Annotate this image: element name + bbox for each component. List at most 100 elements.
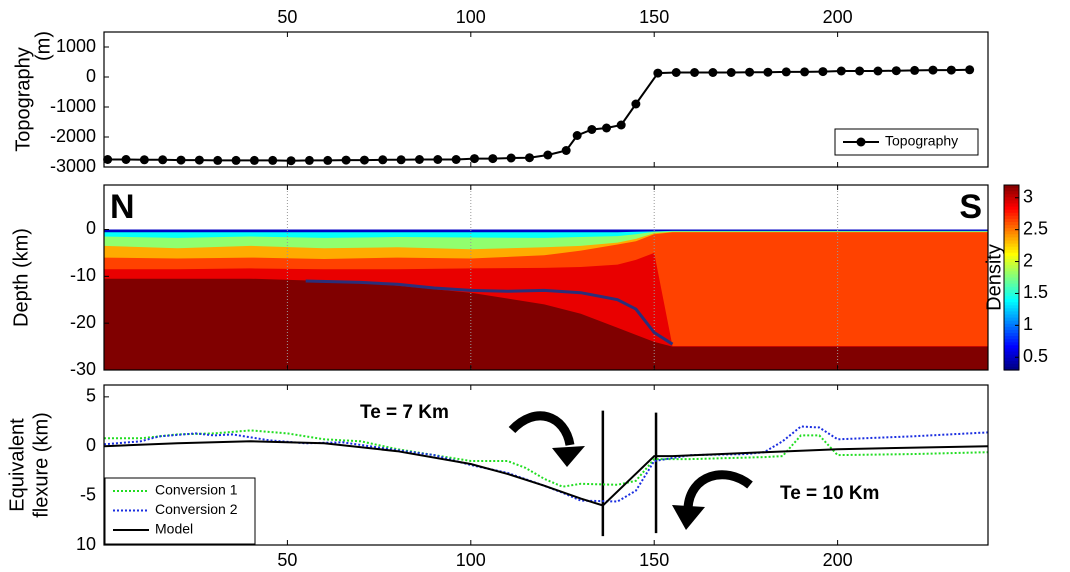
- colorbar-step: [1004, 268, 1019, 272]
- data-point: [176, 155, 186, 165]
- colorbar-step: [1004, 259, 1019, 263]
- colorbar-step: [1004, 255, 1019, 260]
- y-axis-label: (m): [32, 31, 54, 61]
- data-point: [561, 146, 571, 155]
- colorbar-step: [1004, 203, 1019, 208]
- arrow: [508, 411, 575, 447]
- colorbar-tick-label: 2.5: [1023, 218, 1048, 238]
- y-tick-label: -30: [70, 359, 96, 379]
- data-point: [891, 66, 901, 76]
- colorbar-step: [1004, 252, 1019, 257]
- colorbar-step: [1004, 345, 1019, 349]
- colorbar-step: [1004, 323, 1019, 328]
- colorbar-step: [1004, 274, 1019, 279]
- colorbar-frame: [1003, 184, 1020, 371]
- data-point: [396, 155, 406, 165]
- data-point: [488, 154, 498, 164]
- data-point: [433, 155, 443, 164]
- colorbar-step: [1004, 302, 1019, 306]
- data-point: [286, 156, 296, 166]
- colorbar-step: [1004, 218, 1019, 223]
- data-point: [965, 65, 975, 75]
- data-point: [249, 155, 259, 165]
- corner-label: S: [959, 188, 982, 226]
- colorbar-step: [1004, 326, 1019, 331]
- colorbar-step: [1004, 262, 1019, 266]
- colorbar-step: [1004, 339, 1019, 343]
- x-tick-label: 200: [823, 7, 853, 27]
- colorbar-step: [1004, 215, 1019, 220]
- colorbar-step: [1004, 194, 1019, 198]
- legend-label: Topography: [885, 133, 958, 149]
- y-tick-label: 5: [86, 386, 96, 406]
- colorbar-label: Density: [983, 244, 1005, 311]
- colorbar-step: [1004, 333, 1019, 337]
- arrow-head: [552, 446, 585, 467]
- colorbar-step: [1004, 237, 1019, 242]
- data-point: [818, 67, 828, 77]
- colorbar-step: [1004, 314, 1019, 319]
- plot-frame: [103, 184, 989, 371]
- y-axis-label: Topography: [12, 47, 34, 152]
- y-tick-label: 1000: [56, 36, 96, 56]
- colorbar-step: [1004, 206, 1019, 211]
- colorbar-step: [1004, 360, 1019, 365]
- data-point: [800, 67, 810, 77]
- data-point: [323, 155, 333, 165]
- y-axis-label: flexure (km): [30, 412, 52, 518]
- colorbar-step: [1004, 222, 1019, 226]
- colorbar-tick-label: 1: [1023, 314, 1033, 334]
- colorbar-step: [1004, 191, 1019, 195]
- series-line: [104, 429, 989, 488]
- colorbar-step: [1004, 329, 1019, 334]
- colorbar-step: [1004, 228, 1019, 232]
- colorbar-step: [1004, 212, 1019, 217]
- data-point: [781, 67, 791, 77]
- colorbar-step: [1004, 363, 1019, 368]
- annotation: Te = 7 Km: [360, 402, 449, 423]
- colorbar-step: [1004, 231, 1019, 235]
- x-tick-label: 200: [823, 550, 853, 570]
- x-tick-label: 100: [456, 7, 486, 27]
- colorbar-step: [1004, 209, 1019, 214]
- x-tick-label: 50: [277, 7, 297, 27]
- arrow: [683, 470, 753, 509]
- colorbar-step: [1004, 200, 1019, 205]
- data-point: [359, 155, 369, 165]
- legend-label: Model: [155, 521, 193, 537]
- data-point: [690, 68, 700, 77]
- colorbar-step: [1004, 317, 1019, 322]
- arrow-head: [672, 505, 705, 530]
- legend-label: Conversion 2: [155, 501, 238, 517]
- data-point: [928, 65, 938, 75]
- data-point: [506, 153, 516, 163]
- colorbar-step: [1004, 286, 1019, 291]
- annotation: Te = 10 Km: [780, 483, 879, 504]
- series-line: [305, 279, 674, 346]
- x-tick-label: 50: [277, 550, 297, 570]
- y-tick-label: -10: [70, 265, 96, 285]
- data-point: [631, 99, 641, 109]
- data-point: [587, 125, 597, 134]
- colorbar-step: [1004, 225, 1019, 229]
- colorbar-step: [1004, 240, 1019, 245]
- colorbar-step: [1004, 243, 1019, 248]
- colorbar-step: [1004, 351, 1019, 356]
- data-point: [910, 65, 920, 75]
- colorbar-step: [1004, 342, 1019, 346]
- colorbar-step: [1004, 292, 1019, 297]
- colorbar-step: [1004, 265, 1019, 269]
- colorbar-step: [1004, 299, 1019, 303]
- data-point: [231, 155, 241, 165]
- section-layers: [104, 185, 988, 370]
- x-tick-label: 150: [639, 550, 669, 570]
- corner-label: N: [110, 188, 135, 226]
- colorbar-step: [1004, 354, 1019, 359]
- data-point: [414, 155, 424, 164]
- y-tick-label: -1000: [50, 96, 96, 116]
- data-point: [745, 67, 755, 77]
- colorbar-step: [1004, 280, 1019, 285]
- y-tick-label: -2000: [50, 126, 96, 146]
- legend-label: Conversion 1: [155, 482, 238, 498]
